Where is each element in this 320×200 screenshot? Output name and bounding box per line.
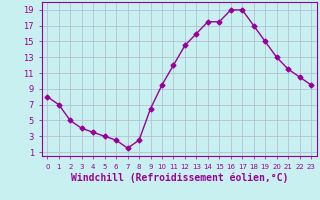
X-axis label: Windchill (Refroidissement éolien,°C): Windchill (Refroidissement éolien,°C) [70,172,288,183]
